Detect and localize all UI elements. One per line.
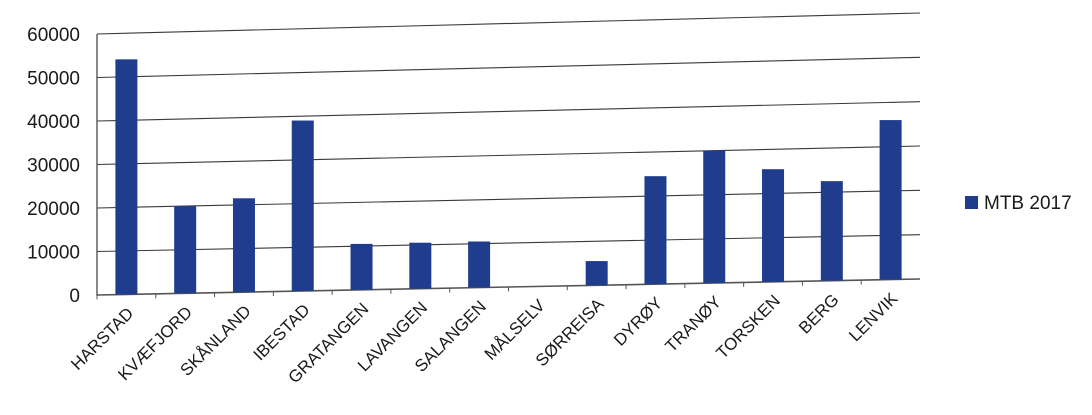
bar-7	[468, 241, 491, 288]
y-tick-label: 50000	[27, 69, 80, 90]
gridline	[96, 234, 921, 253]
legend-swatch	[965, 196, 978, 209]
y-tick-label: 40000	[27, 112, 80, 133]
bar-9	[585, 261, 608, 286]
gridline	[96, 101, 921, 122]
bar-2	[174, 206, 197, 294]
x-tick-label: DYRØY	[610, 294, 666, 350]
gridline	[96, 56, 921, 79]
bar-3	[232, 198, 255, 293]
y-tick-label: 60000	[27, 25, 80, 46]
y-tick-label: 10000	[27, 243, 80, 264]
bar-13	[820, 181, 843, 281]
gridline	[96, 12, 921, 35]
y-tick-label: 20000	[27, 199, 80, 220]
gridline	[96, 189, 921, 209]
gridline	[96, 145, 921, 166]
bar-6	[409, 242, 432, 289]
bar-5	[350, 243, 373, 290]
bar-14	[879, 120, 902, 280]
bar-1	[115, 59, 138, 295]
bars	[115, 59, 902, 295]
y-tick-label: 0	[69, 286, 80, 307]
x-tick-label: BERG	[795, 290, 843, 338]
bar-4	[291, 120, 314, 291]
bar-11	[703, 150, 726, 283]
y-axis: 0 10000 20000 30000 40000 50000 60000	[27, 25, 98, 307]
legend-label: MTB 2017	[984, 193, 1072, 214]
bar-12	[762, 169, 785, 282]
gridlines	[96, 12, 921, 296]
x-tick-label: LENVIK	[845, 289, 902, 346]
y-tick-label: 30000	[27, 156, 80, 177]
legend: MTB 2017	[965, 193, 1072, 214]
x-axis: HARSTADKVÆFJORDSKÅNLANDIBESTADGRATANGENL…	[67, 279, 902, 387]
x-tick-label: TORSKEN	[713, 291, 784, 362]
bar-10	[644, 176, 667, 285]
